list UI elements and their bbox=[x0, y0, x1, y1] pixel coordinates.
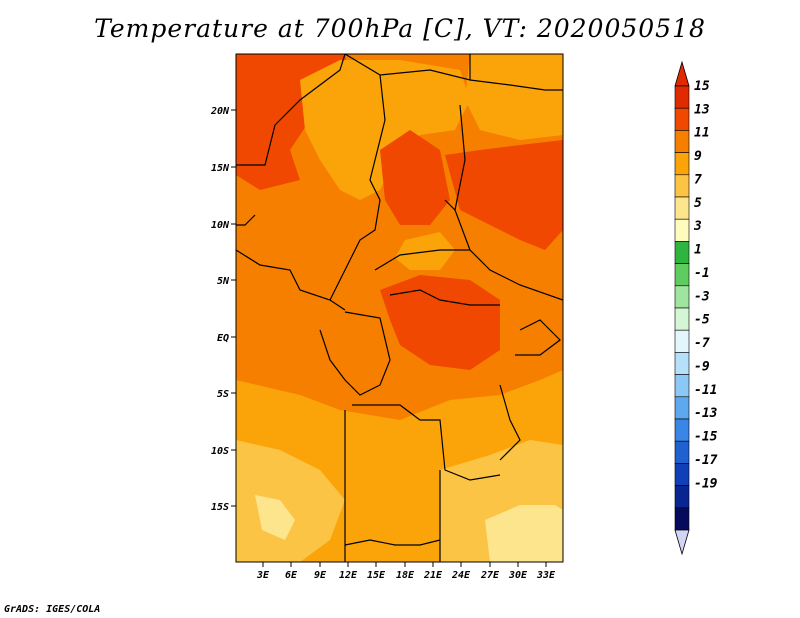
lon-label: 15E bbox=[367, 570, 386, 581]
colorbar-label: -1 bbox=[694, 266, 710, 281]
colorbar-box bbox=[674, 263, 690, 287]
lon-label: 6E bbox=[285, 570, 298, 581]
field-warm-ne bbox=[465, 54, 563, 140]
lat-label: 10N bbox=[211, 220, 230, 231]
colorbar-box bbox=[674, 130, 690, 153]
field-hot-cn bbox=[380, 130, 450, 225]
colorbar-top-triangle bbox=[674, 60, 690, 87]
lon-label: 3E bbox=[256, 570, 270, 581]
lat-label: 15N bbox=[211, 163, 230, 174]
border bbox=[499, 384, 521, 461]
lon-label: 24E bbox=[451, 570, 471, 581]
lat-label: 5N bbox=[217, 276, 230, 287]
border bbox=[374, 249, 470, 271]
colorbar-label: 3 bbox=[693, 219, 702, 234]
lon-label: 18E bbox=[396, 570, 415, 581]
colorbar-box bbox=[674, 463, 690, 486]
border bbox=[236, 249, 346, 311]
colorbar-label: -17 bbox=[694, 453, 718, 468]
border bbox=[352, 404, 501, 481]
colorbar-label: -11 bbox=[694, 383, 717, 398]
colorbar-label: 1 bbox=[694, 243, 702, 258]
colorbar-label: 11 bbox=[694, 126, 710, 141]
colorbar-label: 5 bbox=[694, 196, 702, 211]
colorbar-box bbox=[674, 307, 690, 331]
colorbar-box bbox=[674, 152, 690, 176]
colorbar-label: -9 bbox=[694, 359, 710, 374]
lat-label: EQ bbox=[217, 333, 229, 344]
lon-label: 21E bbox=[423, 570, 443, 581]
chart-title: Temperature at 700hPa [C], VT: 202005051… bbox=[94, 14, 706, 43]
field-hot-ne bbox=[445, 140, 563, 250]
colorbar-box bbox=[674, 174, 690, 198]
lon-label: 12E bbox=[339, 570, 358, 581]
colorbar-box bbox=[674, 440, 690, 464]
colorbar-box bbox=[674, 107, 690, 131]
colorbar-box bbox=[674, 507, 690, 531]
field-warm-n bbox=[300, 60, 470, 200]
lon-label: 27E bbox=[480, 570, 500, 581]
colorbar-label: -15 bbox=[694, 430, 718, 445]
colorbar-box bbox=[674, 396, 690, 420]
field-cool-s bbox=[236, 440, 345, 562]
colorbar: 15 13 11 9 7 5 3 1 -1 -3 -5 -7 -9 -11 -13 -15 -17 -19 bbox=[674, 60, 718, 556]
colorbar-label: 7 bbox=[694, 172, 702, 187]
colorbar-label: -5 bbox=[694, 313, 710, 328]
colorbar-label: 13 bbox=[694, 102, 710, 117]
colorbar-box bbox=[674, 218, 690, 242]
colorbar-box bbox=[674, 374, 690, 398]
border bbox=[329, 199, 381, 301]
lat-label: 15S bbox=[211, 502, 229, 513]
field-coolest-sw bbox=[255, 495, 295, 540]
border bbox=[344, 54, 386, 201]
lat-label: 10S bbox=[211, 446, 229, 457]
border bbox=[236, 54, 346, 166]
colorbar-box bbox=[674, 352, 690, 375]
field-warm-mid bbox=[395, 232, 455, 270]
map-frame bbox=[235, 53, 564, 563]
colorbar-label: -19 bbox=[694, 476, 718, 491]
field-coolest-se bbox=[485, 505, 563, 562]
colorbar-bottom-triangle bbox=[674, 529, 690, 556]
lat-axis: 20N 15N 10N 5N EQ 5S 10S 15S bbox=[210, 106, 236, 513]
colorbar-box bbox=[674, 241, 690, 264]
country-borders bbox=[236, 54, 563, 562]
colorbar-box bbox=[674, 329, 690, 353]
lon-label: 30E bbox=[508, 570, 528, 581]
lat-label: 5S bbox=[217, 389, 229, 400]
border bbox=[389, 289, 500, 306]
colorbar-label: 9 bbox=[694, 149, 702, 164]
colorbar-box bbox=[674, 85, 690, 109]
border bbox=[379, 54, 471, 81]
lon-label: 9E bbox=[314, 570, 327, 581]
colorbar-label: -3 bbox=[694, 289, 710, 304]
colorbar-box bbox=[674, 196, 690, 220]
border bbox=[469, 79, 563, 91]
colorbar-label: 15 bbox=[694, 79, 710, 94]
colorbar-box bbox=[674, 418, 690, 442]
border bbox=[515, 319, 561, 356]
lon-label: 33E bbox=[536, 570, 556, 581]
footer-credit: GrADS: IGES/COLA bbox=[4, 604, 101, 615]
lon-axis: 3E 6E 9E 12E 15E 18E 21E 24E 27E 30E 33E bbox=[256, 562, 556, 581]
border bbox=[319, 311, 391, 396]
border bbox=[444, 199, 456, 211]
colorbar-box bbox=[674, 485, 690, 509]
temperature-field bbox=[236, 54, 563, 562]
lat-label: 20N bbox=[210, 106, 230, 117]
field-hot-c bbox=[380, 275, 500, 370]
border bbox=[344, 539, 441, 546]
border bbox=[236, 214, 256, 226]
colorbar-label: -7 bbox=[694, 336, 710, 351]
colorbar-label: -13 bbox=[694, 406, 718, 421]
colorbar-box bbox=[674, 285, 690, 309]
